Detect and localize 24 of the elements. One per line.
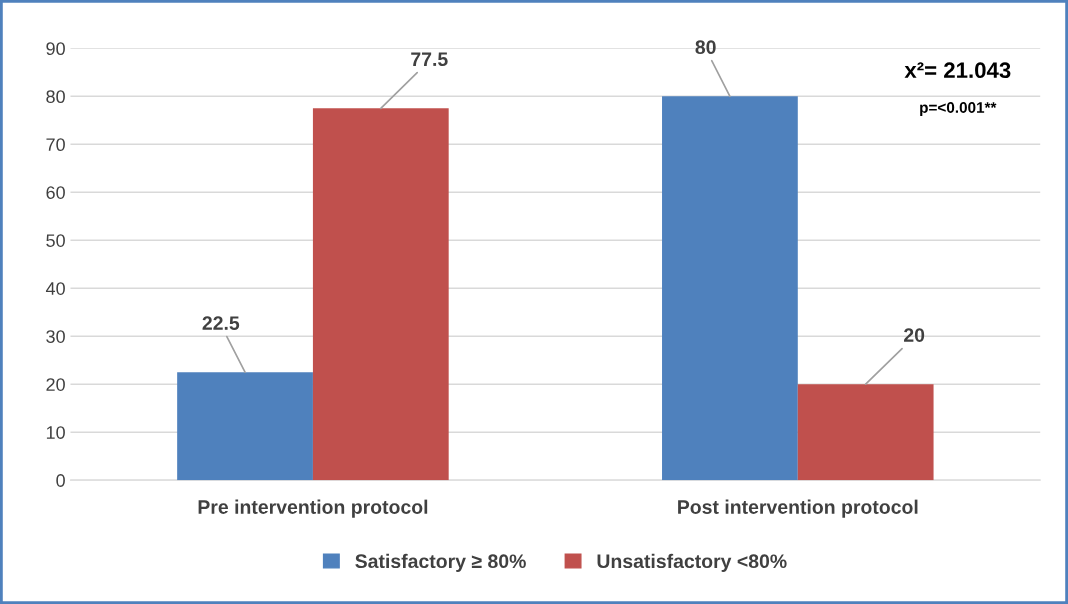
legend-label: Unsatisfactory <80% xyxy=(597,553,787,572)
annotation: p=<0.001** xyxy=(920,102,997,116)
data-label: 80 xyxy=(695,40,716,55)
bar xyxy=(177,372,313,481)
y-tick-label: 30 xyxy=(46,330,65,343)
data-label: 22.5 xyxy=(202,316,240,330)
y-tick-label: 10 xyxy=(46,426,65,439)
annotation: x²= 21.043 xyxy=(904,62,1011,79)
data-label: 77.5 xyxy=(411,52,448,67)
y-tick-label: 80 xyxy=(46,90,65,104)
y-tick-label: 0 xyxy=(56,474,65,487)
x-tick-label: Pre intervention protocol xyxy=(198,499,428,518)
x-tick-label: Post intervention protocol xyxy=(678,499,918,518)
bar xyxy=(312,108,449,481)
y-tick-label: 40 xyxy=(45,282,65,295)
legend-label: Satisfactory ≥ 80% xyxy=(355,553,526,572)
data-label: 20 xyxy=(904,328,925,342)
bar xyxy=(797,384,934,481)
y-tick-label: 60 xyxy=(46,186,65,199)
y-tick-label: 70 xyxy=(46,138,65,152)
y-tick-label: 20 xyxy=(46,378,65,391)
bar xyxy=(662,96,798,481)
y-tick-label: 90 xyxy=(46,42,65,56)
y-tick-label: 50 xyxy=(46,234,65,247)
